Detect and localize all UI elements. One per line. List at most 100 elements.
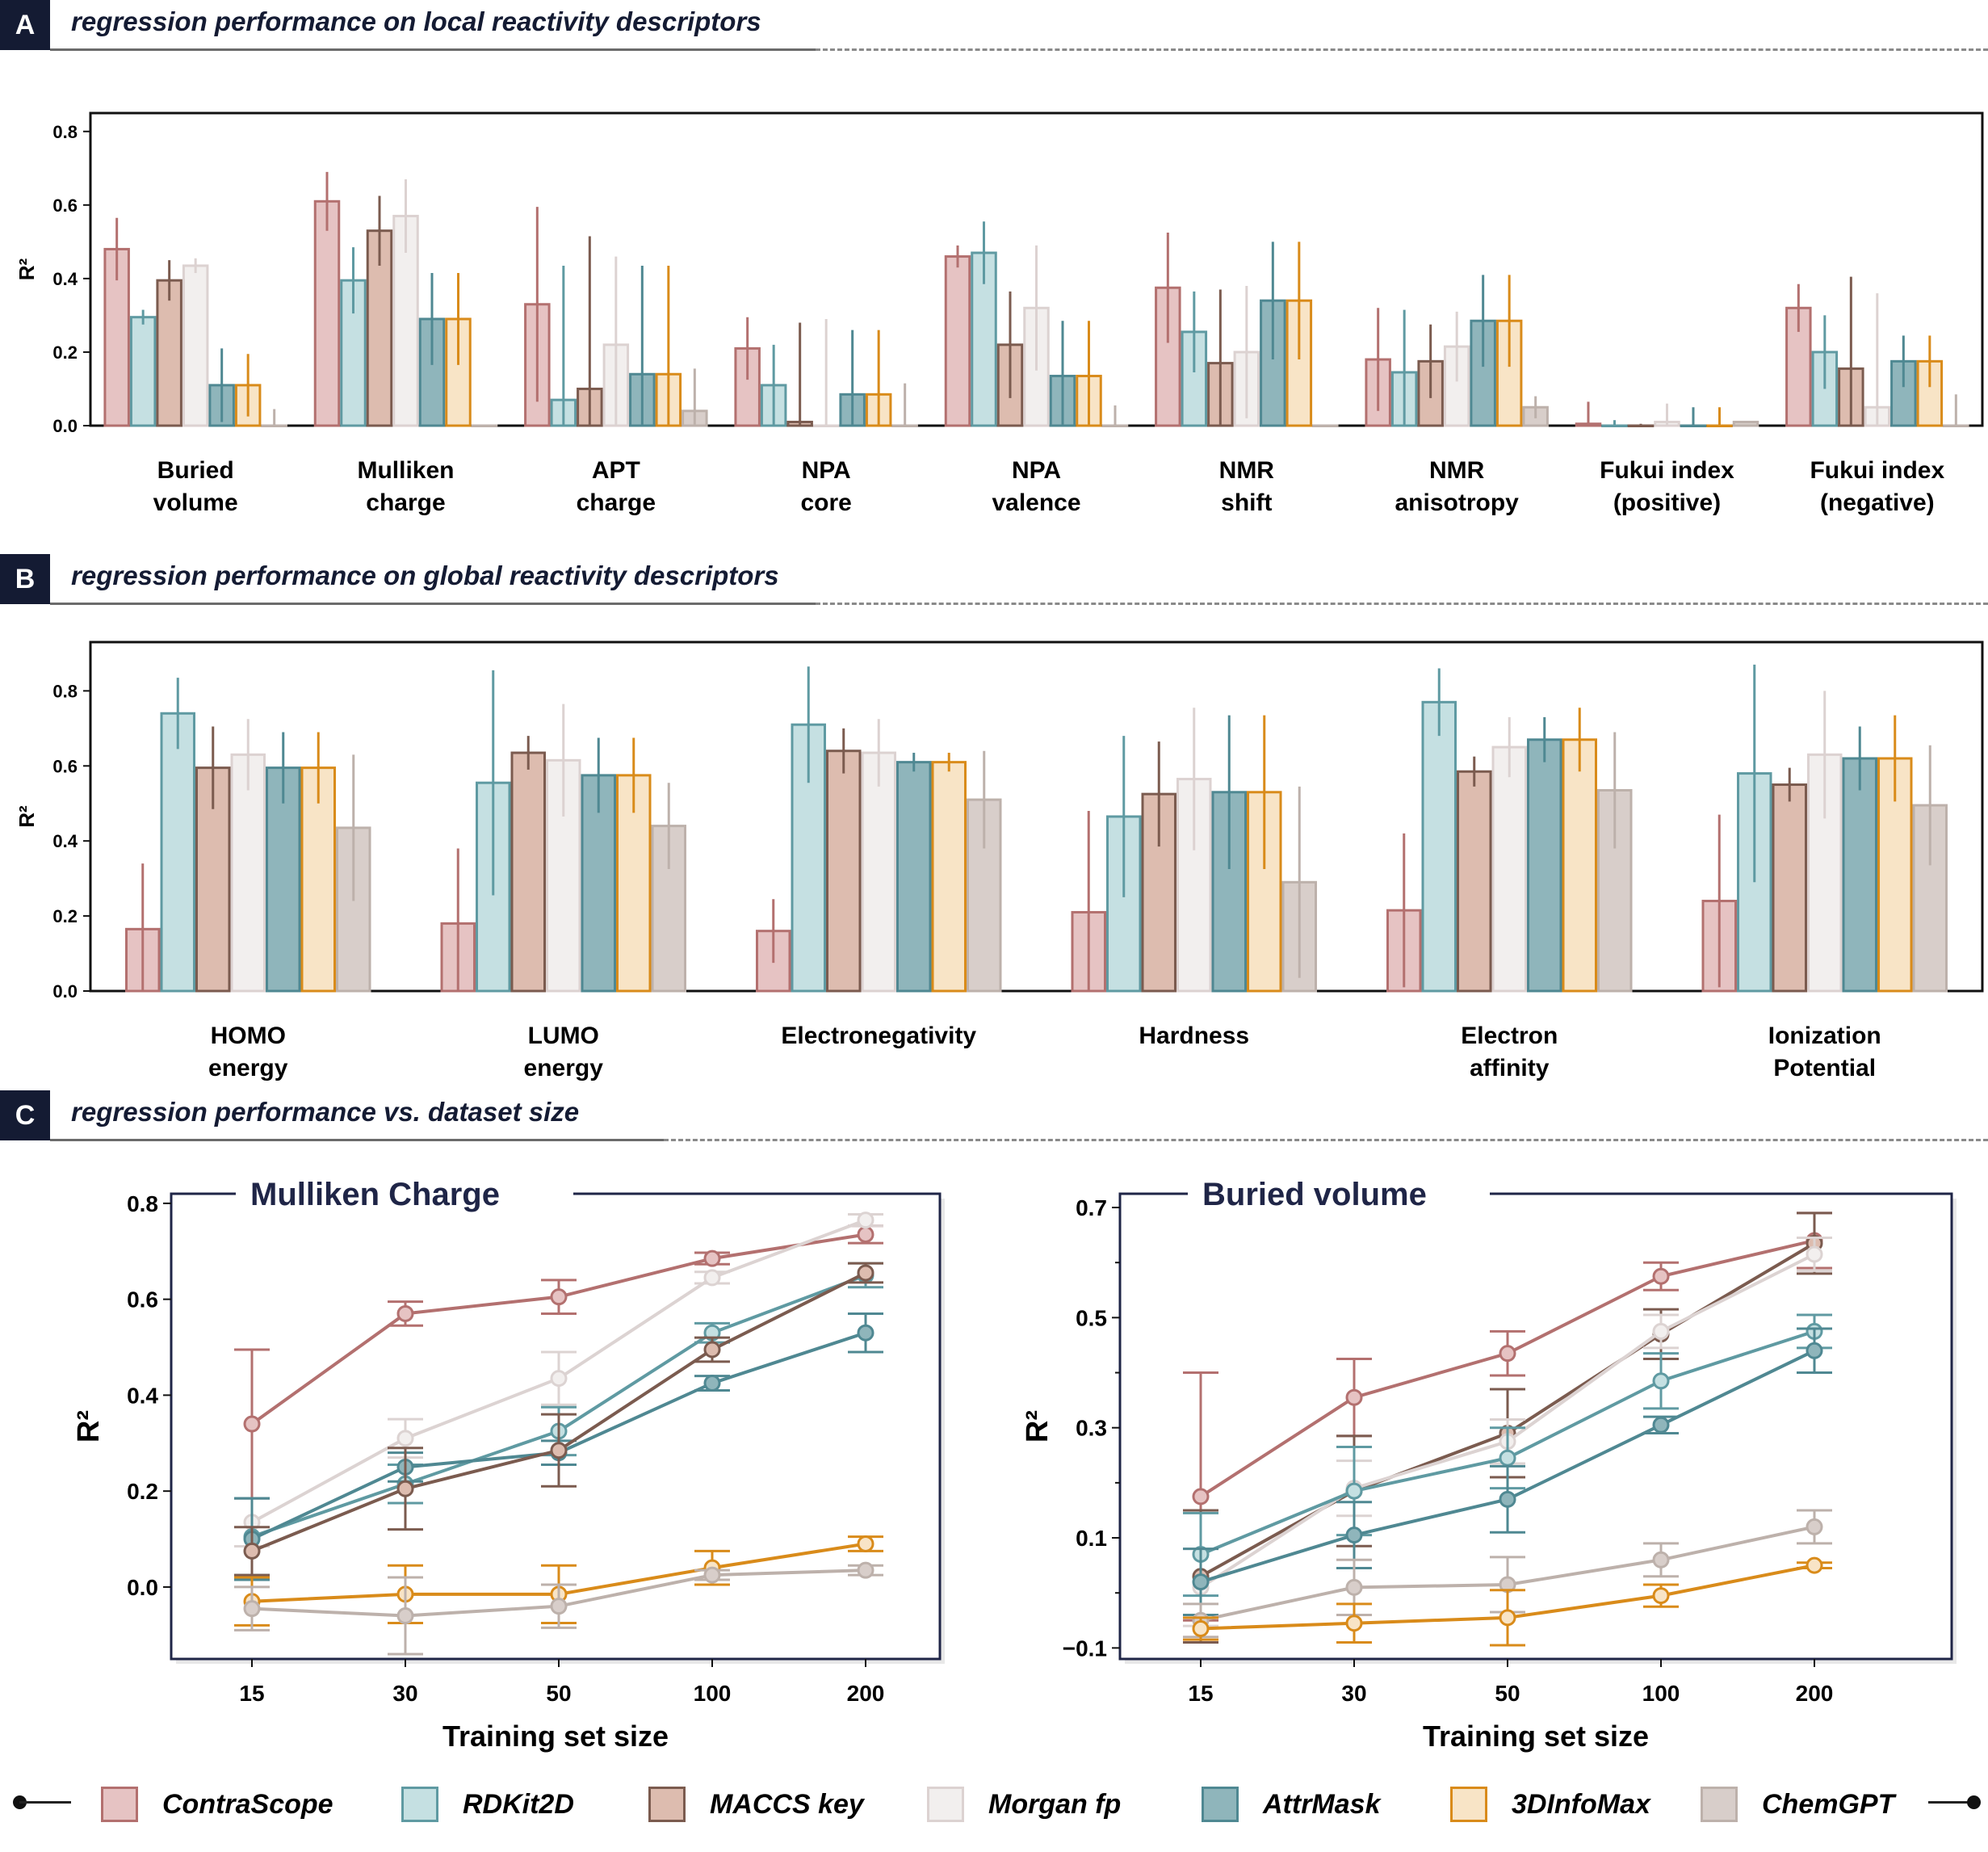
point-chemgpt-3 bbox=[703, 1566, 721, 1584]
global-ytick-label: 0.8 bbox=[52, 681, 78, 701]
buried-volume-line-chart: Buried volume −0.1 0.1 0.3 0.5 0.7 15 30 50 100 20… bbox=[1021, 1170, 1957, 1753]
local-category-label: charge bbox=[577, 489, 656, 516]
bar-attrmask-5 bbox=[1842, 757, 1877, 993]
buried-title: Buried volume bbox=[1202, 1177, 1427, 1212]
section-a-header: A regression performance on local reacti… bbox=[0, 0, 1988, 51]
point-contrascope-4 bbox=[857, 1225, 874, 1243]
local-category-label: Fukui index bbox=[1600, 457, 1734, 484]
point-contrascope-3 bbox=[703, 1249, 721, 1267]
point-3dinfomax-4 bbox=[1806, 1556, 1823, 1574]
bar-maccs-key-0 bbox=[156, 279, 182, 427]
point-contrascope-0 bbox=[243, 1415, 261, 1433]
section-b-header: B regression performance on global react… bbox=[0, 554, 1988, 605]
section-c-badge: C bbox=[0, 1090, 50, 1140]
global-ytick-label: 0.2 bbox=[52, 906, 78, 926]
point-morgan-fp-3 bbox=[1652, 1322, 1670, 1340]
local-ytick-label: 0.0 bbox=[52, 416, 78, 436]
bar-attrmask-0 bbox=[266, 766, 301, 993]
bar-maccs-key-6 bbox=[1417, 359, 1444, 427]
bar-maccs-key-0 bbox=[195, 766, 231, 993]
section-b-title: regression performance on global reactiv… bbox=[71, 561, 779, 590]
mulliken-xtick-label: 100 bbox=[694, 1681, 732, 1706]
legend: ContraScope RDKit2D MACCS key Morgan fp Attr… bbox=[0, 1769, 1988, 1842]
local-category-label: charge bbox=[366, 489, 445, 516]
legend-label: ChemGPT bbox=[1762, 1788, 1895, 1820]
local-category-label: volume bbox=[153, 489, 238, 516]
section-b-dashed-rule bbox=[816, 603, 1988, 605]
legend-label: 3DInfoMax bbox=[1512, 1788, 1650, 1820]
mulliken-charge-line-chart: Mulliken Charge 0.0 0.2 0.4 0.6 0.8 15 30 50 100 2… bbox=[72, 1170, 945, 1753]
legend-swatch-contrascope bbox=[101, 1787, 138, 1822]
legend-item-rdkit2d: RDKit2D bbox=[401, 1783, 574, 1825]
local-category-label: shift bbox=[1221, 489, 1272, 516]
bar-morgan-fp-0 bbox=[230, 753, 266, 993]
point-3dinfomax-4 bbox=[857, 1535, 874, 1552]
point-attrmask-1 bbox=[1345, 1527, 1363, 1544]
point-chemgpt-0 bbox=[243, 1600, 261, 1618]
point-attrmask-2 bbox=[1499, 1490, 1516, 1508]
point-rdkit2d-2 bbox=[1499, 1449, 1516, 1467]
local-category-label: anisotropy bbox=[1395, 489, 1519, 516]
mulliken-ytick-label: 0.2 bbox=[127, 1479, 158, 1504]
local-ytick-label: 0.2 bbox=[52, 342, 78, 363]
global-category-label: energy bbox=[208, 1055, 288, 1081]
point-contrascope-3 bbox=[1652, 1267, 1670, 1285]
legend-swatch-3dinfomax bbox=[1450, 1787, 1487, 1822]
global-category-label: HOMO bbox=[211, 1023, 286, 1049]
legend-item-attrmask: AttrMask bbox=[1202, 1783, 1380, 1825]
point-rdkit2d-3 bbox=[1652, 1372, 1670, 1390]
local-ytick-label: 0.6 bbox=[52, 195, 78, 216]
legend-swatch-attrmask bbox=[1202, 1787, 1239, 1822]
legend-right-line bbox=[1928, 1801, 1973, 1804]
point-contrascope-1 bbox=[396, 1304, 414, 1322]
global-descriptor-bar-chart: 0.0 0.2 0.4 0.6 0.8 R² HOMO energy LUMO energy Ele… bbox=[15, 640, 1984, 1081]
point-chemgpt-2 bbox=[550, 1598, 568, 1615]
bar-contrascope-4 bbox=[944, 255, 971, 427]
local-category-label: NPA bbox=[1012, 457, 1061, 484]
local-category-label: NPA bbox=[802, 457, 851, 484]
legend-label: MACCS key bbox=[710, 1788, 864, 1820]
local-category-label: Buried bbox=[157, 457, 234, 484]
bar-3dinfomax-0 bbox=[300, 766, 336, 993]
point-morgan-fp-4 bbox=[1806, 1245, 1823, 1263]
mulliken-ytick-label: 0.0 bbox=[127, 1575, 158, 1600]
mulliken-xtick-label: 200 bbox=[847, 1681, 885, 1706]
bar-3dinfomax-4 bbox=[1562, 738, 1597, 993]
global-category-label: LUMO bbox=[528, 1023, 599, 1049]
buried-ytick-label: 0.7 bbox=[1076, 1195, 1107, 1220]
point-chemgpt-4 bbox=[1806, 1518, 1823, 1535]
section-b-badge: B bbox=[0, 554, 50, 604]
point-3dinfomax-3 bbox=[1652, 1587, 1670, 1605]
mulliken-title-mask bbox=[236, 1170, 573, 1218]
point-maccs-key-4 bbox=[857, 1264, 874, 1282]
local-descriptor-bar-chart: 0.0 0.2 0.4 0.6 0.8 R² Buried volume Mulliken cha… bbox=[15, 111, 1984, 516]
local-category-label: core bbox=[800, 489, 851, 516]
bar-attrmask-4 bbox=[1527, 738, 1562, 993]
bar-maccs-key-1 bbox=[510, 751, 546, 993]
point-maccs-key-0 bbox=[243, 1542, 261, 1560]
point-chemgpt-4 bbox=[857, 1561, 874, 1579]
section-a-rule bbox=[50, 48, 816, 51]
legend-label: RDKit2D bbox=[463, 1788, 574, 1820]
legend-swatch-chemgpt bbox=[1701, 1787, 1738, 1822]
mulliken-xtick-label: 15 bbox=[239, 1681, 264, 1706]
point-morgan-fp-3 bbox=[703, 1269, 721, 1287]
local-ytick-label: 0.8 bbox=[52, 122, 78, 142]
buried-ytick-label: 0.3 bbox=[1076, 1416, 1107, 1441]
global-ytick-label: 0.4 bbox=[52, 831, 78, 851]
mulliken-xtick-label: 50 bbox=[546, 1681, 571, 1706]
local-ylabel: R² bbox=[15, 258, 39, 280]
point-chemgpt-1 bbox=[1345, 1578, 1363, 1596]
buried-ytick-label: 0.1 bbox=[1076, 1526, 1107, 1551]
point-morgan-fp-2 bbox=[550, 1370, 568, 1388]
legend-item-contrascope: ContraScope bbox=[101, 1783, 333, 1825]
mulliken-ylabel: R² bbox=[72, 1410, 106, 1443]
buried-ylabel: R² bbox=[1021, 1410, 1055, 1443]
section-c-rule bbox=[50, 1139, 664, 1141]
point-contrascope-0 bbox=[1192, 1488, 1210, 1506]
legend-left-line bbox=[19, 1801, 71, 1804]
point-morgan-fp-1 bbox=[396, 1430, 414, 1447]
point-attrmask-4 bbox=[857, 1324, 874, 1342]
bar-maccs-key-3 bbox=[1141, 792, 1176, 993]
local-category-label: valence bbox=[992, 489, 1080, 516]
